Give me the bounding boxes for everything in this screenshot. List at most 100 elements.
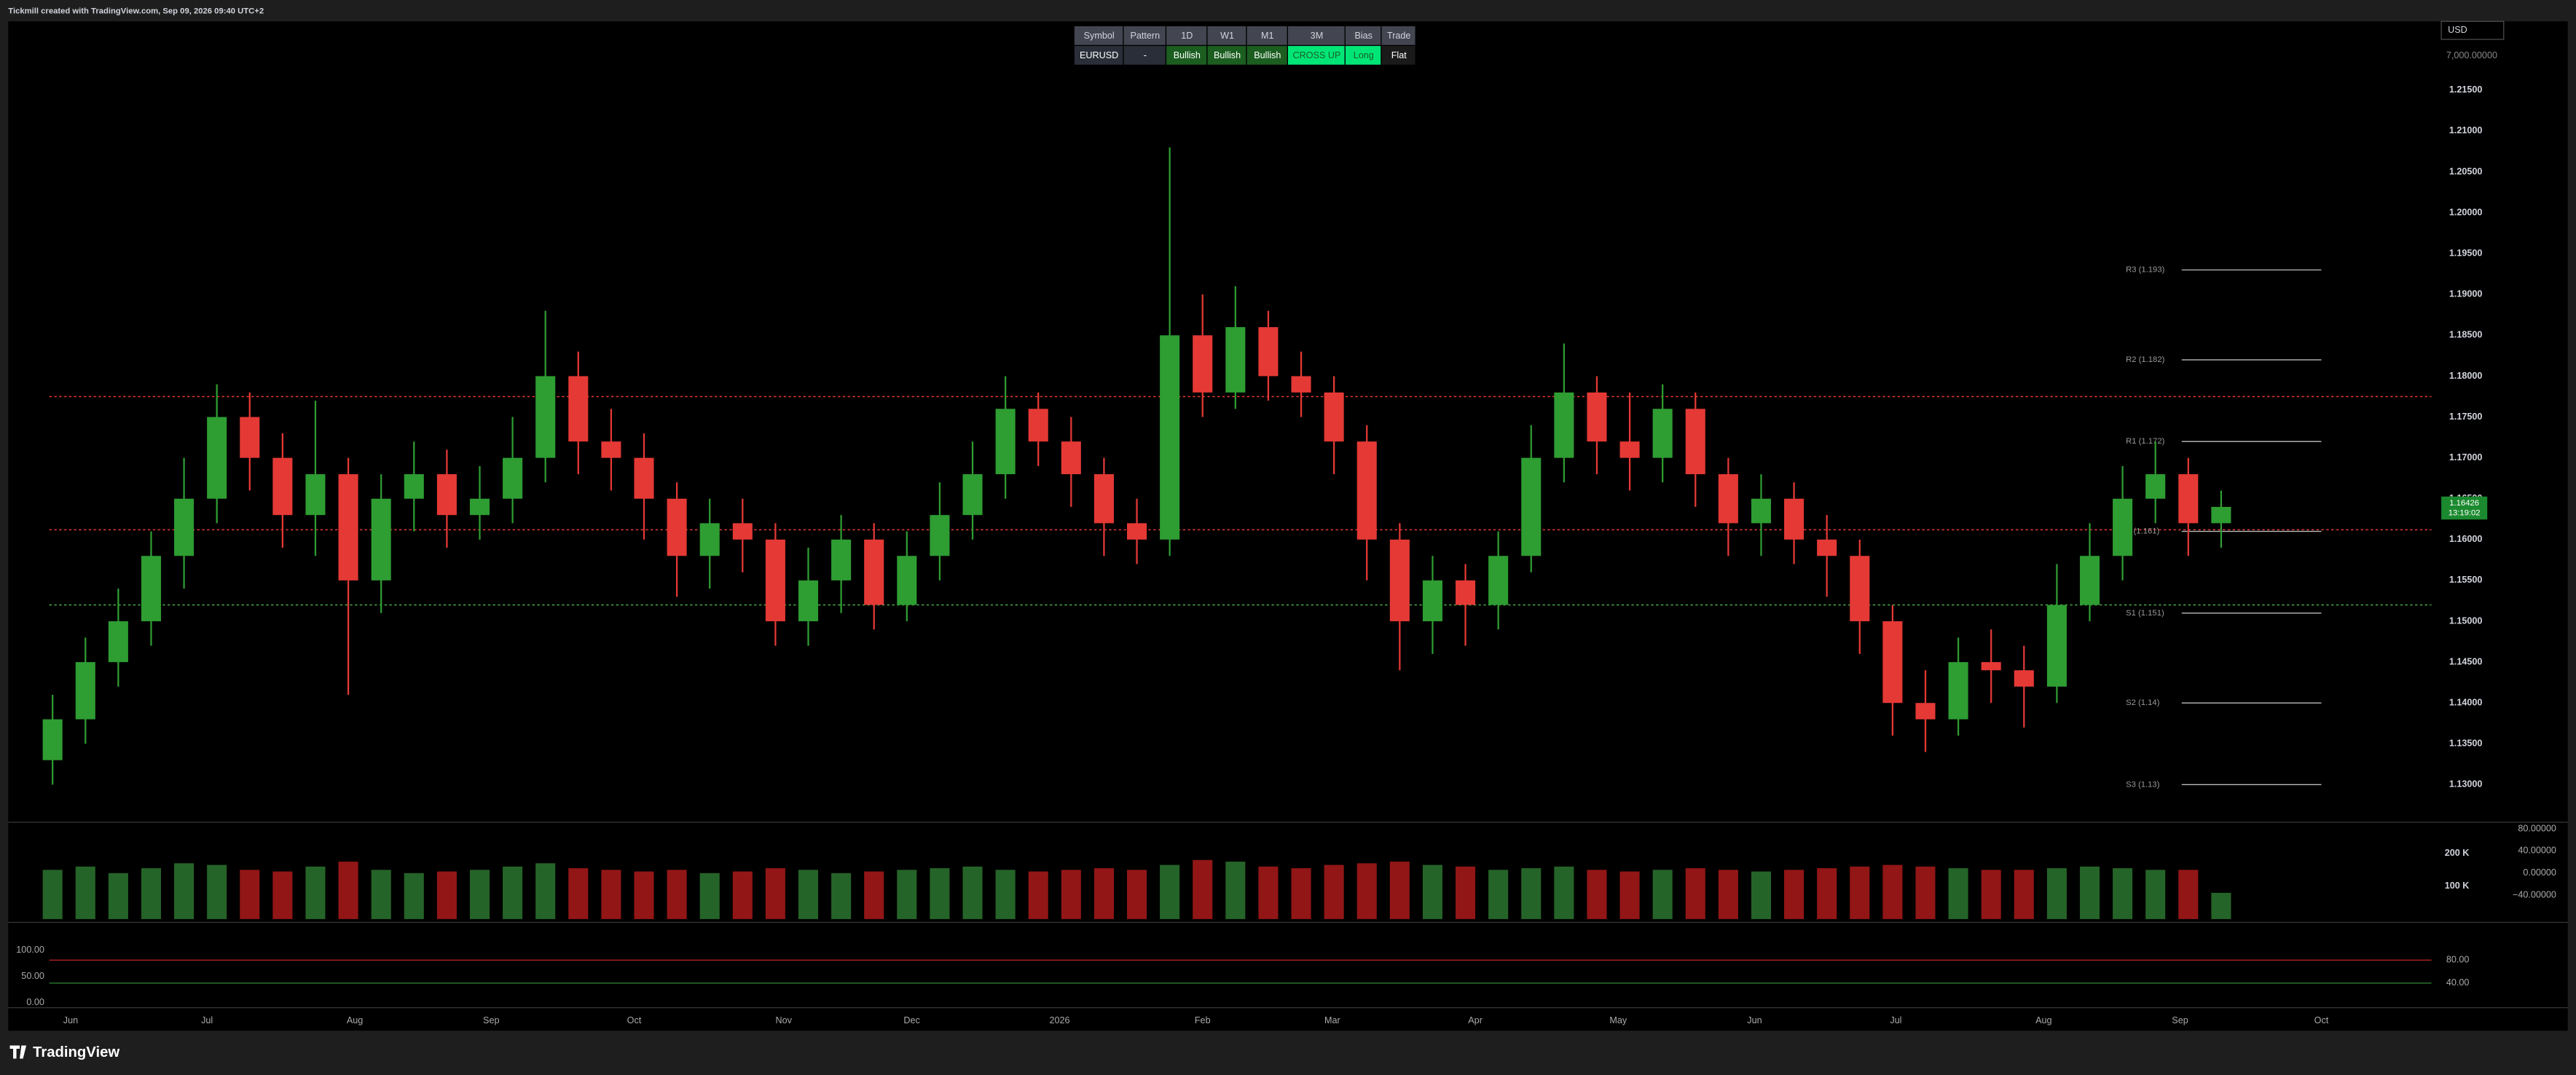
candle-body xyxy=(404,474,424,499)
volume-bar xyxy=(798,870,819,919)
y-tick-label: 1.13000 xyxy=(2449,779,2483,789)
candle-body xyxy=(2079,556,2100,605)
candle-body xyxy=(1127,523,1147,540)
volume-bar xyxy=(371,870,391,919)
volume-bar xyxy=(1291,868,1311,919)
candle-body xyxy=(503,457,523,499)
y-tick-label: 1.19000 xyxy=(2449,289,2483,299)
volume-bar xyxy=(601,870,621,919)
brand-logo xyxy=(9,1045,27,1059)
volume-y2-tick-label: 80.00000 xyxy=(2518,823,2556,833)
volume-y2-tick-label: 40.00000 xyxy=(2518,846,2556,856)
table-header-cell xyxy=(1207,26,1246,45)
volume-bar xyxy=(338,862,358,919)
candle-body xyxy=(1258,327,1279,377)
volume-bar xyxy=(1028,871,1048,919)
pivot-label: R1 (1.172) xyxy=(2126,437,2164,446)
candle-body xyxy=(897,556,917,605)
x-tick-label: Sep xyxy=(483,1015,499,1025)
volume-bar xyxy=(2145,870,2166,919)
candle-body xyxy=(272,457,293,516)
volume-bar xyxy=(1193,859,1213,919)
volume-bar xyxy=(1127,870,1147,919)
volume-bar xyxy=(503,866,523,919)
y-tick-label: 1.15500 xyxy=(2449,575,2483,585)
volume-bar xyxy=(141,868,161,919)
x-tick-label: Oct xyxy=(627,1015,642,1025)
candle-body xyxy=(1554,392,1574,458)
candle-body xyxy=(831,539,852,580)
candle-body xyxy=(2145,474,2166,499)
x-tick-label: Oct xyxy=(2314,1015,2329,1025)
candle-body xyxy=(1422,580,1442,621)
volume-bar xyxy=(2014,870,2034,919)
table-cell-text: CROSS UP xyxy=(1293,50,1341,60)
currency: USD xyxy=(2448,25,2467,35)
volume-bar xyxy=(207,865,227,919)
table-cell xyxy=(1345,46,1381,65)
candle-body xyxy=(1160,335,1180,540)
candle-body xyxy=(305,474,326,516)
volume-bar xyxy=(732,871,753,919)
chart-area xyxy=(8,21,2568,1031)
table-cell-text: EURUSD xyxy=(1080,50,1118,60)
table-header-text: Symbol xyxy=(1084,31,1115,41)
currency-box[interactable] xyxy=(2440,20,2505,40)
table-cell xyxy=(1166,46,1207,65)
candle-body xyxy=(535,376,556,458)
price-pane: 1.13000 1.13500 1.14000 1.14500 1.15000 1.155… xyxy=(16,84,2556,1025)
y-tick-label: 1.15000 xyxy=(2449,615,2483,626)
candle-body xyxy=(1619,441,1640,458)
volume-y2-tick-label: 0.00000 xyxy=(2523,867,2556,878)
candle-body xyxy=(1093,474,1114,524)
candle-body xyxy=(930,515,950,556)
volume-bar xyxy=(634,871,654,919)
candle-body xyxy=(436,474,457,516)
volume-bar xyxy=(436,871,457,919)
x-tick-label: Dec xyxy=(903,1015,919,1025)
volume-bar xyxy=(2113,868,2133,919)
y-tick-label: 1.18500 xyxy=(2449,330,2483,340)
candle-body xyxy=(1817,539,1837,556)
volume-bar xyxy=(2211,892,2231,919)
candle-body xyxy=(1193,335,1213,393)
volume-bar xyxy=(1915,866,1936,919)
candle-body xyxy=(42,719,63,760)
osc-y2-tick-label: 80.00 xyxy=(2446,955,2470,965)
candle-body xyxy=(1324,392,1344,442)
x-tick-label: Jul xyxy=(201,1015,213,1025)
volume-bar xyxy=(75,866,95,919)
y-tick-label: 1.14000 xyxy=(2449,698,2483,708)
candle-body xyxy=(1915,703,1936,720)
osc-y2-tick-label: 40.00 xyxy=(2446,977,2470,988)
candle-body xyxy=(240,417,260,458)
table-header-cell xyxy=(1381,26,1415,45)
volume-bar xyxy=(1225,862,1246,919)
table-header-cell xyxy=(1166,26,1207,45)
candle-body xyxy=(699,523,720,556)
candle-body xyxy=(634,457,654,499)
y-tick-label: 1.14500 xyxy=(2449,656,2483,666)
candle-body xyxy=(338,474,358,580)
volume-bar xyxy=(1981,870,2001,919)
candle-body xyxy=(732,523,753,540)
candle-body xyxy=(1389,539,1410,621)
volume-bar xyxy=(1389,862,1410,919)
table-header-text: 3M xyxy=(1311,31,1324,41)
countdown-label: 13:19:02 xyxy=(2449,508,2481,517)
x-tick-label: Sep xyxy=(2172,1015,2188,1025)
volume-bar xyxy=(42,870,63,919)
candle-body xyxy=(568,376,589,442)
candle-body xyxy=(371,498,391,580)
candle-body xyxy=(601,441,621,458)
candle-body xyxy=(1225,327,1246,393)
candle-body xyxy=(141,556,161,621)
volume-bar xyxy=(1751,871,1771,919)
table-header-cell xyxy=(1123,26,1166,45)
candle-body xyxy=(469,498,490,516)
volume-bar xyxy=(962,866,983,919)
candle-body xyxy=(1456,580,1476,605)
volume-bar xyxy=(1521,868,1542,919)
volume-bar xyxy=(535,863,556,919)
volume-bar xyxy=(1488,870,1509,919)
